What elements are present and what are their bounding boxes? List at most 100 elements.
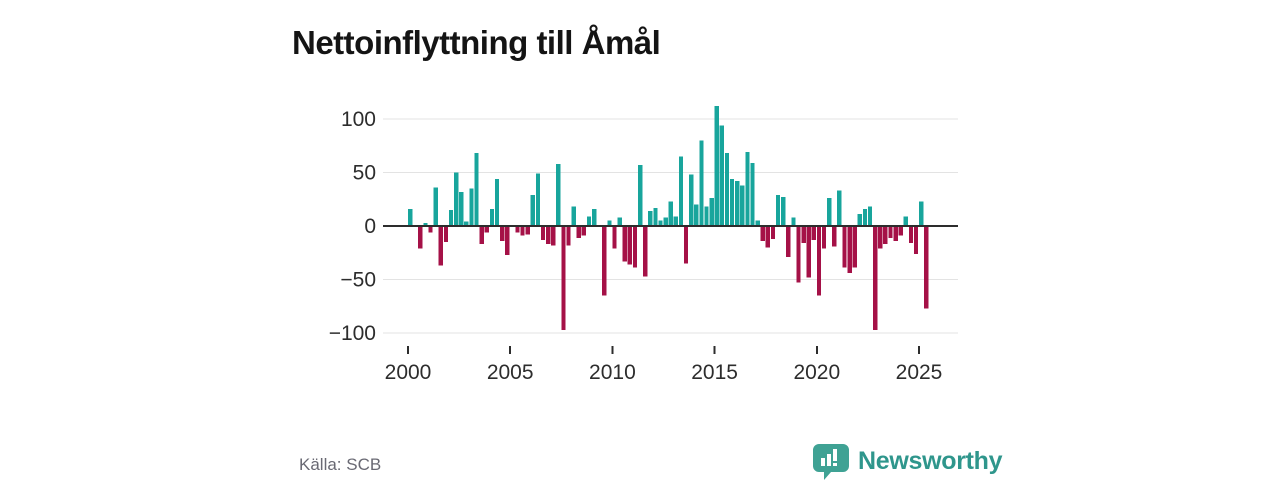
bar-positive	[837, 190, 842, 226]
bar-negative	[581, 226, 587, 236]
bar-negative	[484, 226, 489, 233]
bar-negative	[913, 226, 919, 254]
bar-positive	[433, 187, 438, 226]
newsworthy-brand: Newsworthy	[812, 443, 1003, 480]
bar-positive	[689, 174, 694, 226]
bar-positive	[729, 178, 735, 226]
bar-negative	[566, 226, 571, 246]
bar-negative	[479, 226, 484, 245]
bar-positive	[867, 206, 873, 226]
bar-negative	[811, 226, 816, 240]
x-axis-tick-label: 2020	[793, 361, 840, 384]
bar-positive	[781, 197, 786, 226]
bar-negative	[602, 226, 607, 296]
bar-positive	[607, 220, 612, 226]
y-axis-tick-label: 0	[364, 215, 376, 238]
bar-negative	[576, 226, 581, 238]
bar-positive	[586, 216, 592, 226]
bar-negative	[515, 226, 520, 233]
bar-positive	[714, 106, 719, 226]
bar-positive	[648, 211, 653, 226]
bar-positive	[448, 209, 454, 226]
bar-positive	[775, 194, 781, 226]
bar-negative	[924, 226, 929, 309]
y-axis-tick-label: −100	[329, 322, 376, 345]
bar-negative	[627, 226, 633, 265]
bar-negative	[428, 226, 433, 233]
bar-positive	[653, 207, 658, 226]
bar-positive	[919, 201, 924, 226]
bar-negative	[801, 226, 806, 244]
bar-negative	[438, 226, 443, 266]
bar-positive	[673, 216, 679, 226]
bar-negative	[418, 226, 423, 249]
x-axis-tick-label: 2010	[589, 361, 636, 384]
bar-negative	[643, 226, 648, 277]
bar-negative	[683, 226, 689, 264]
page-title: Nettoinflyttning till Åmål	[292, 24, 661, 62]
bar-positive	[464, 221, 469, 226]
bar-positive	[556, 163, 561, 226]
x-axis-tick-label: 2005	[487, 361, 534, 384]
brand-name: Newsworthy	[858, 447, 1003, 475]
bar-negative	[816, 226, 822, 296]
bar-positive	[755, 220, 760, 226]
bar-negative	[622, 226, 627, 262]
x-axis-tick-label: 2015	[691, 361, 738, 384]
bar-positive	[862, 208, 868, 226]
bar-positive	[694, 204, 699, 226]
bar-negative	[893, 226, 898, 241]
bar-positive	[535, 173, 541, 226]
bar-positive	[530, 194, 535, 226]
bar-negative	[765, 226, 770, 248]
bar-negative	[842, 226, 847, 268]
bar-negative	[540, 226, 546, 240]
bar-positive	[571, 206, 576, 226]
bar-positive	[699, 140, 704, 226]
x-axis-tick-label: 2000	[385, 361, 432, 384]
bar-positive	[857, 214, 862, 226]
bar-positive	[903, 216, 908, 226]
bar-positive	[591, 208, 597, 226]
bar-positive	[469, 188, 474, 226]
source-label: Källa: SCB	[299, 455, 382, 474]
bar-negative	[888, 226, 893, 238]
bar-negative	[760, 226, 765, 241]
bar-negative	[898, 226, 903, 236]
bar-negative	[443, 226, 449, 243]
bar-positive	[791, 217, 796, 226]
bar-positive	[489, 208, 495, 226]
newsworthy-logo-icon	[813, 444, 849, 480]
bar-negative	[878, 226, 883, 249]
bar-positive	[735, 181, 740, 226]
bar-positive	[459, 191, 464, 226]
bar-positive	[658, 220, 663, 226]
bar-negative	[806, 226, 811, 278]
bar-negative	[883, 226, 888, 245]
bar-positive	[663, 217, 668, 226]
bar-negative	[832, 226, 837, 247]
bar-negative	[525, 226, 530, 235]
y-axis-tick-label: −50	[340, 269, 376, 292]
bar-positive	[423, 222, 428, 226]
bar-negative	[770, 226, 776, 239]
bar-negative	[786, 226, 791, 258]
bar-negative	[908, 226, 914, 244]
bar-positive	[637, 165, 643, 226]
logo-bar-medium	[827, 454, 831, 466]
bar-negative	[632, 226, 638, 268]
bar-positive	[474, 153, 479, 226]
bar-negative	[821, 226, 827, 249]
bar-positive	[719, 125, 725, 226]
bar-negative	[852, 226, 857, 268]
bar-negative	[847, 226, 852, 274]
bar-negative	[520, 226, 525, 236]
bar-positive	[678, 156, 684, 226]
bar-positive	[408, 208, 413, 226]
bar-negative	[505, 226, 510, 255]
logo-exclamation-bar	[833, 449, 837, 461]
bar-positive	[617, 217, 622, 226]
bar-positive	[745, 152, 750, 226]
bar-negative	[499, 226, 505, 241]
